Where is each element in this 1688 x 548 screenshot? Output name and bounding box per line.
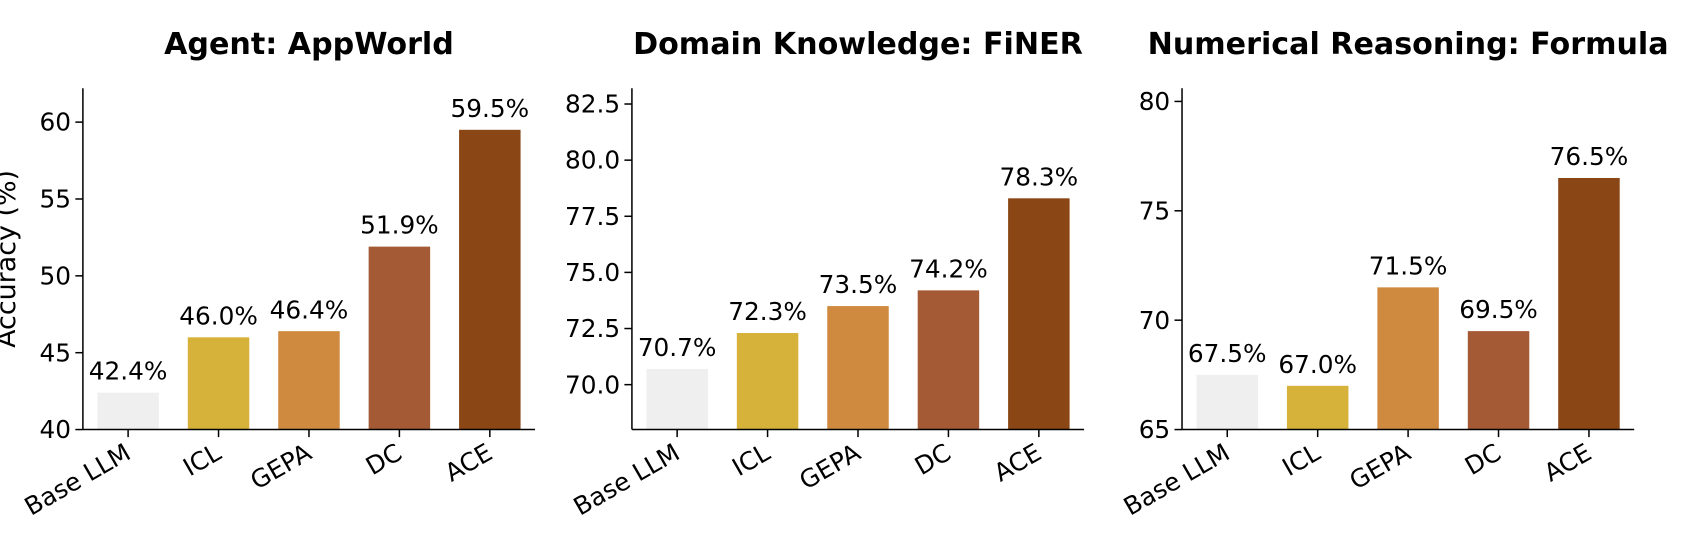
x-tick-label: ICL	[178, 438, 226, 482]
y-tick-label: 75	[1139, 196, 1170, 225]
bar	[187, 337, 250, 430]
x-tick-label: GEPA	[794, 438, 865, 496]
bar	[1008, 198, 1070, 430]
y-tick-label: 70.0	[565, 370, 620, 399]
x-tick-label: GEPA	[245, 438, 316, 496]
y-tick-label: 72.5	[565, 314, 620, 343]
value-label: 76.5%	[1550, 142, 1629, 171]
y-tick-label: 82.5	[565, 90, 620, 119]
x-tick-label: DC	[1460, 438, 1506, 481]
y-tick-label: 45	[40, 338, 72, 367]
bar	[646, 368, 708, 430]
chart-title: Numerical Reasoning: Formula	[1148, 27, 1669, 62]
value-label: 72.3%	[728, 297, 807, 326]
x-tick-label: ACE	[989, 438, 1046, 488]
chart-title: Domain Knowledge: FiNER	[633, 27, 1083, 62]
value-label: 78.3%	[1000, 162, 1079, 191]
x-tick-label: Base LLM	[569, 438, 685, 522]
bar	[1377, 287, 1439, 430]
bar	[1286, 385, 1349, 430]
y-tick-label: 50	[40, 261, 72, 290]
bar	[97, 392, 159, 430]
x-tick-label: DC	[910, 438, 956, 481]
bar	[368, 246, 431, 430]
value-label: 59.5%	[451, 94, 530, 123]
value-label: 73.5%	[819, 270, 898, 299]
chart-title: Agent: AppWorld	[164, 27, 454, 62]
bar	[1467, 331, 1530, 430]
x-tick-label: GEPA	[1345, 438, 1416, 496]
value-label: 74.2%	[909, 254, 988, 283]
y-tick-label: 65	[1139, 415, 1170, 444]
bar	[1196, 374, 1258, 430]
y-tick-label: 80.0	[565, 146, 620, 175]
x-tick-label: Base LLM	[20, 438, 136, 522]
x-tick-label: ACE	[1539, 438, 1596, 488]
value-label: 46.0%	[179, 301, 258, 330]
bar	[459, 129, 521, 430]
y-tick-label: 60	[40, 108, 72, 137]
value-label: 67.0%	[1278, 350, 1357, 379]
value-label: 46.4%	[270, 295, 349, 324]
bar	[736, 333, 799, 430]
y-tick-label: 55	[40, 185, 72, 214]
y-tick-label: 80	[1139, 87, 1170, 116]
x-tick-label: DC	[361, 438, 407, 481]
y-axis-label: Accuracy (%)	[0, 170, 22, 348]
y-tick-label: 75.0	[565, 258, 620, 287]
bar	[827, 306, 889, 430]
value-label: 67.5%	[1188, 339, 1267, 368]
y-tick-label: 77.5	[565, 202, 620, 231]
y-tick-label: 40	[40, 415, 72, 444]
x-tick-label: ICL	[727, 438, 775, 482]
value-label: 71.5%	[1369, 251, 1448, 280]
value-label: 69.5%	[1459, 295, 1538, 324]
y-tick-label: 70	[1139, 306, 1170, 335]
bar	[917, 290, 980, 430]
x-tick-label: Base LLM	[1119, 438, 1235, 522]
x-tick-label: ACE	[440, 438, 497, 488]
bar	[1558, 177, 1620, 430]
bar	[278, 331, 340, 430]
x-tick-label: ICL	[1277, 438, 1325, 482]
value-label: 51.9%	[360, 211, 439, 240]
value-label: 70.7%	[638, 333, 717, 362]
value-label: 42.4%	[89, 357, 168, 386]
